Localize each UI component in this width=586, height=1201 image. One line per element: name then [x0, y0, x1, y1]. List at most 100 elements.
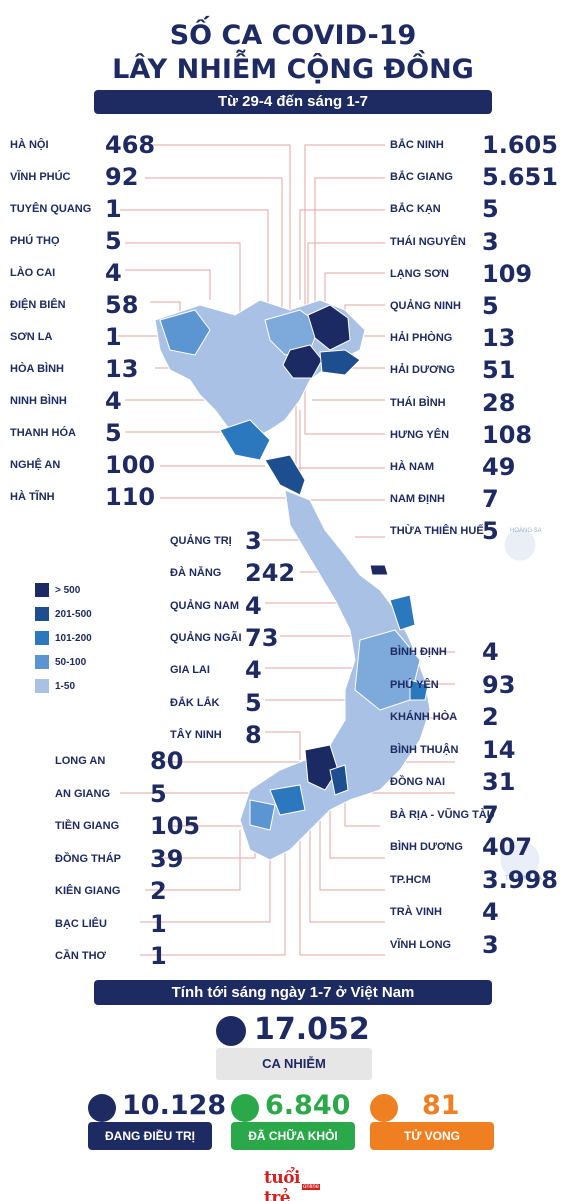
province-value: 1 [150, 909, 167, 938]
legend-item: 1-50 [35, 674, 92, 698]
province-name: ĐIỆN BIÊN [10, 299, 66, 311]
province-name: TIỀN GIANG [55, 820, 120, 832]
province-name: SƠN LA [10, 331, 53, 343]
province-name: QUẢNG NINH [390, 300, 461, 312]
province-value: 5 [482, 517, 499, 546]
province-row: TP.HCM 3.998 [390, 866, 558, 894]
legend-item: 50-100 [35, 650, 92, 674]
province-name: ĐẮK LẮK [170, 696, 220, 709]
legend-label: 1-50 [55, 680, 76, 692]
province-row: CẦN THƠ 1 [55, 942, 167, 970]
person-head-icon [216, 1016, 246, 1046]
legend-swatch [35, 679, 49, 693]
legend-label: 101-200 [55, 632, 92, 644]
province-row: VĨNH LONG 3 [390, 931, 499, 959]
province-value: 3 [482, 227, 499, 256]
province-row: ĐỒNG THÁP 39 [55, 844, 184, 873]
province-name: THÁI NGUYÊN [390, 235, 466, 248]
treating-label: ĐANG ĐIỀU TRỊ [88, 1122, 212, 1150]
province-row: BẮC NINH 1.605 [390, 131, 558, 159]
province-row: LẠNG SƠN 109 [390, 260, 532, 288]
province-name: HÒA BÌNH [10, 363, 64, 375]
province-row: VĨNH PHÚC 92 [10, 163, 138, 191]
province-name: TRÀ VINH [390, 906, 442, 918]
province-row: NGHỆ AN 100 [10, 451, 156, 479]
province-value: 5 [245, 688, 262, 717]
province-value: 13 [105, 355, 139, 383]
total-cases-value: 17.052 [254, 1012, 370, 1047]
title-line-1: SỐ CA COVID-19 [169, 20, 417, 51]
province-value: 5 [482, 195, 499, 224]
province-name: ĐÀ NẴNG [170, 567, 222, 580]
summary-bar: Tính tới sáng ngày 1-7 ở Việt Nam [94, 980, 492, 1005]
province-row: HÒA BÌNH 13 [10, 355, 139, 383]
province-name: QUẢNG NAM [170, 599, 240, 612]
title-line-2: LÂY NHIỄM CỘNG ĐỒNG [112, 54, 474, 85]
tuoi-tre-logo: tuổi trẻ online [264, 1168, 321, 1201]
province-row: PHÚ THỌ 5 [10, 227, 122, 255]
province-row: THÁI BÌNH 28 [390, 389, 515, 417]
total-cases-label: CA NHIỄM [216, 1048, 372, 1080]
hospital-bed-icon [370, 1094, 398, 1122]
province-value: 4 [482, 638, 499, 666]
province-value: 100 [105, 451, 156, 479]
province-value: 4 [105, 387, 122, 415]
legend-label: > 500 [55, 584, 81, 596]
province-row: HẢI DƯƠNG 51 [390, 356, 516, 385]
province-value: 110 [105, 483, 156, 511]
province-row: KHÁNH HÒA 2 [390, 703, 499, 731]
hoang-sa-label: HOÀNG SA [510, 527, 542, 534]
province-row: BẮC GIANG 5.651 [390, 163, 558, 191]
legend-swatch [35, 607, 49, 621]
province-name: NAM ĐỊNH [390, 493, 445, 506]
province-name: GIA LAI [170, 664, 210, 677]
province-row: BẠC LIÊU 1 [55, 909, 167, 938]
province-name: BẠC LIÊU [55, 917, 107, 930]
deaths-value: 81 [422, 1090, 460, 1121]
province-row: BÌNH THUẬN 14 [390, 736, 515, 764]
province-name: LONG AN [55, 755, 106, 767]
province-row: TIỀN GIANG 105 [55, 812, 200, 840]
province-row: GIA LAI 4 [170, 656, 262, 684]
province-row: PHÚ YÊN 93 [390, 671, 515, 699]
province-value: 1 [105, 323, 122, 351]
province-row: ĐIỆN BIÊN 58 [10, 291, 138, 319]
province-row: THỪA THIÊN HUẾ 5 [390, 517, 499, 546]
province-value: 5 [105, 227, 122, 255]
province-value: 5 [482, 292, 499, 320]
legend: > 500 201-500 101-200 50-100 1-50 [35, 578, 92, 698]
province-row: THANH HÓA 5 [10, 419, 122, 447]
legend-item: 101-200 [35, 626, 92, 650]
province-value: 51 [482, 356, 516, 385]
date-range-bar: Từ 29-4 đến sáng 1-7 [94, 90, 492, 114]
province-value: 5 [150, 779, 167, 808]
province-value: 5 [105, 419, 122, 447]
legend-item: > 500 [35, 578, 92, 602]
province-name: AN GIANG [55, 787, 110, 800]
province-name: PHÚ THỌ [10, 235, 60, 247]
province-row: NINH BÌNH 4 [10, 387, 122, 415]
province-value: 7 [482, 485, 499, 514]
province-value: 1 [105, 195, 122, 223]
recovered-label: ĐÃ CHỮA KHỎI [231, 1122, 355, 1150]
legend-swatch [35, 631, 49, 645]
province-row: HƯNG YÊN 108 [390, 421, 532, 449]
province-name: BÌNH THUẬN [390, 743, 459, 756]
province-name: NGHỆ AN [10, 459, 61, 471]
province-row: BÌNH DƯƠNG 407 [390, 833, 532, 861]
province-name: ĐỒNG NAI [390, 776, 445, 788]
province-name: VĨNH LONG [390, 938, 452, 951]
province-row: TRÀ VINH 4 [390, 898, 499, 926]
province-row: HÀ TĨNH 110 [10, 483, 156, 511]
map-shapes [154, 299, 541, 881]
province-value: 3 [245, 527, 262, 555]
province-row: QUẢNG NINH 5 [390, 292, 499, 320]
province-name: KIÊN GIANG [55, 885, 121, 897]
province-value: 1.605 [482, 131, 558, 159]
province-row: HẢI PHÒNG 13 [390, 324, 515, 352]
province-value: 39 [150, 844, 184, 873]
province-value: 4 [245, 591, 262, 620]
province-name: HÀ TĨNH [10, 491, 55, 503]
legend-label: 201-500 [55, 608, 92, 620]
